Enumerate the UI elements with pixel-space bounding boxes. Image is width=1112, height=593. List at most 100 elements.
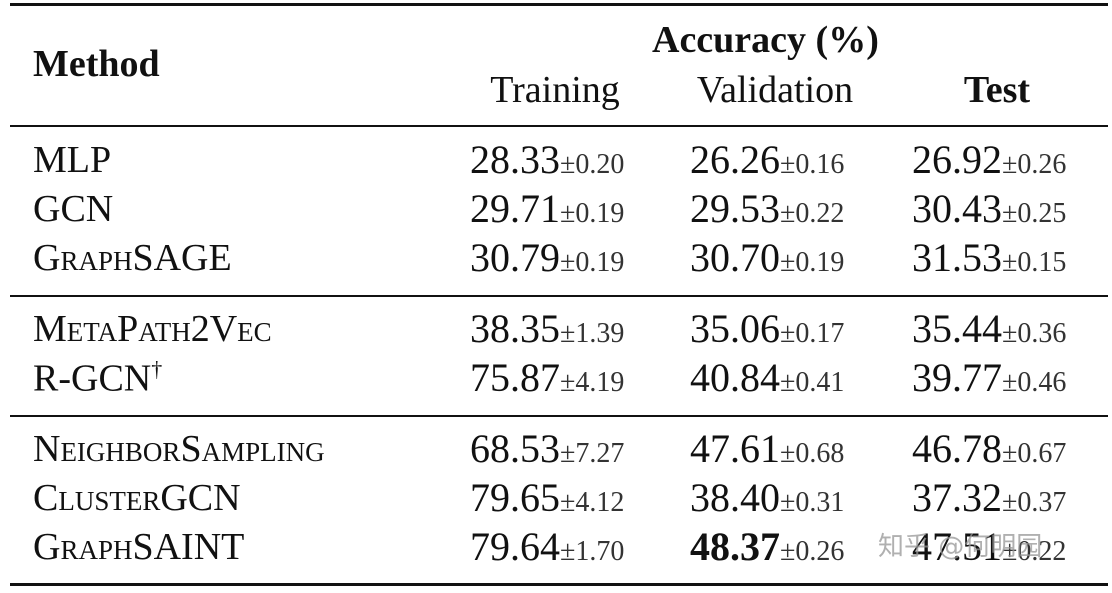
std: ±0.31 xyxy=(780,487,845,518)
accuracy-cell: 26.26±0.16 xyxy=(690,140,844,180)
std: ±1.70 xyxy=(560,536,625,567)
std: ±0.16 xyxy=(780,149,845,180)
accuracy-cell: 47.61±0.68 xyxy=(690,429,844,469)
std: ±1.39 xyxy=(560,318,625,349)
mean: 79.65 xyxy=(470,475,560,520)
mean: 30.79 xyxy=(470,235,560,280)
std: ±4.12 xyxy=(560,487,625,518)
mean: 46.78 xyxy=(912,426,1002,471)
column-header: Training xyxy=(490,69,620,111)
bottom-rule xyxy=(10,583,1108,586)
std: ±0.26 xyxy=(780,536,845,567)
std: ±0.15 xyxy=(1002,247,1067,278)
accuracy-cell: 30.79±0.19 xyxy=(470,238,624,278)
accuracy-cell: 75.87±4.19 xyxy=(470,358,624,398)
accuracy-cell: 30.70±0.19 xyxy=(690,238,844,278)
method-header: Method xyxy=(33,43,160,85)
std: ±0.26 xyxy=(1002,149,1067,180)
accuracy-cell: 30.43±0.25 xyxy=(912,189,1066,229)
method-name: MetaPath2Vec xyxy=(33,310,272,348)
accuracy-cell: 31.53±0.15 xyxy=(912,238,1066,278)
method-text: MetaPath2Vec xyxy=(33,308,272,350)
accuracy-cell: 39.77±0.46 xyxy=(912,358,1066,398)
accuracy-cell: 29.53±0.22 xyxy=(690,189,844,229)
column-header: Test xyxy=(963,69,1031,111)
mean: 26.92 xyxy=(912,137,1002,182)
accuracy-cell: 29.71±0.19 xyxy=(470,189,624,229)
std: ±0.41 xyxy=(780,367,845,398)
method-text: NeighborSampling xyxy=(33,428,325,470)
std: ±0.36 xyxy=(1002,318,1067,349)
method-name: ClusterGCN xyxy=(33,479,241,517)
group-rule xyxy=(10,295,1108,297)
method-text: ClusterGCN xyxy=(33,477,241,519)
mean: 38.40 xyxy=(690,475,780,520)
accuracy-cell: 79.64±1.70 xyxy=(470,527,624,567)
mean: 35.44 xyxy=(912,306,1002,351)
accuracy-cell: 38.35±1.39 xyxy=(470,309,624,349)
method-name: GraphSAGE xyxy=(33,239,232,277)
mean: 37.32 xyxy=(912,475,1002,520)
mean: 35.06 xyxy=(690,306,780,351)
accuracy-cell: 68.53±7.27 xyxy=(470,429,624,469)
accuracy-cell: 26.92±0.26 xyxy=(912,140,1066,180)
std: ±7.27 xyxy=(560,438,625,469)
std: ±0.19 xyxy=(560,247,625,278)
column-header: Validation xyxy=(696,69,854,111)
std: ±0.46 xyxy=(1002,367,1067,398)
method-name: NeighborSampling xyxy=(33,430,325,468)
std: ±0.22 xyxy=(780,198,845,229)
mean: 40.84 xyxy=(690,355,780,400)
mean: 68.53 xyxy=(470,426,560,471)
mean: 75.87 xyxy=(470,355,560,400)
mean: 79.64 xyxy=(470,524,560,569)
mean: 28.33 xyxy=(470,137,560,182)
mean: 39.77 xyxy=(912,355,1002,400)
accuracy-cell: 37.32±0.37 xyxy=(912,478,1066,518)
watermark: 知乎 @何明园 xyxy=(878,532,1043,562)
accuracy-cell: 35.06±0.17 xyxy=(690,309,844,349)
accuracy-cell: 48.37±0.26 xyxy=(690,527,844,567)
accuracy-cell: 40.84±0.41 xyxy=(690,358,844,398)
method-text: GraphSAGE xyxy=(33,237,232,279)
group-rule xyxy=(10,415,1108,417)
top-rule xyxy=(10,3,1108,6)
method-name: R-GCN† xyxy=(33,356,163,400)
accuracy-cell: 28.33±0.20 xyxy=(470,140,624,180)
mean: 31.53 xyxy=(912,235,1002,280)
mean: 30.43 xyxy=(912,186,1002,231)
std: ±0.17 xyxy=(780,318,845,349)
std: ±0.68 xyxy=(780,438,845,469)
std: ±0.37 xyxy=(1002,487,1067,518)
method-text: GCN xyxy=(33,188,114,230)
std: ±4.19 xyxy=(560,367,625,398)
std: ±0.19 xyxy=(560,198,625,229)
mean: 29.53 xyxy=(690,186,780,231)
method-name: MLP xyxy=(33,141,111,179)
group-header: Accuracy (%) xyxy=(652,19,879,61)
std: ±0.20 xyxy=(560,149,625,180)
std: ±0.25 xyxy=(1002,198,1067,229)
mean: 29.71 xyxy=(470,186,560,231)
mean: 47.61 xyxy=(690,426,780,471)
method-text: MLP xyxy=(33,139,112,181)
accuracy-cell: 35.44±0.36 xyxy=(912,309,1066,349)
std: ±0.67 xyxy=(1002,438,1067,469)
mean: 47.51 xyxy=(912,524,1002,569)
method-text: R-GCN xyxy=(33,357,152,400)
header-rule xyxy=(10,125,1108,127)
method-name: GraphSAINT xyxy=(33,528,244,566)
mean: 48.37 xyxy=(690,524,780,569)
method-name: GCN xyxy=(33,190,113,228)
footnote-mark: † xyxy=(151,356,163,382)
accuracy-cell: 38.40±0.31 xyxy=(690,478,844,518)
accuracy-cell: 47.51±0.22 xyxy=(912,527,1066,567)
mean: 26.26 xyxy=(690,137,780,182)
mean: 38.35 xyxy=(470,306,560,351)
accuracy-cell: 79.65±4.12 xyxy=(470,478,624,518)
mean: 30.70 xyxy=(690,235,780,280)
std: ±0.19 xyxy=(780,247,845,278)
accuracy-cell: 46.78±0.67 xyxy=(912,429,1066,469)
method-text: GraphSAINT xyxy=(33,526,245,568)
